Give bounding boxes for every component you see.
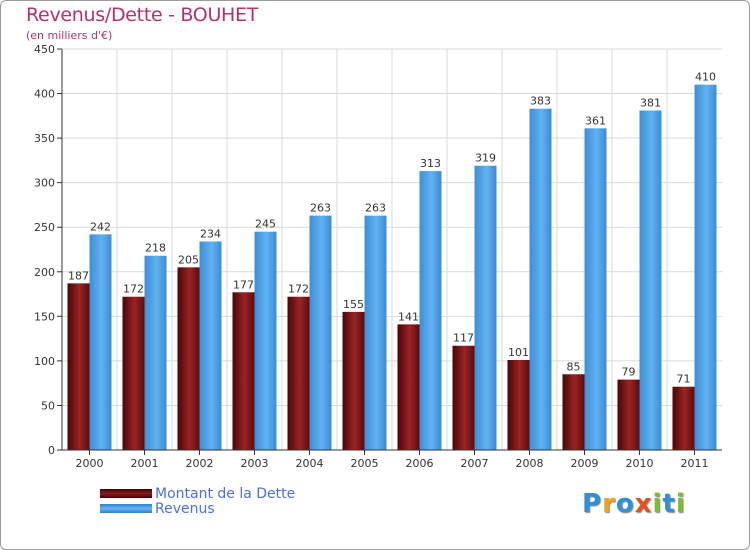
data-label: 263 xyxy=(310,202,331,215)
data-label: 205 xyxy=(178,253,199,266)
data-label: 263 xyxy=(365,202,386,215)
logo-letter: P xyxy=(582,489,603,519)
data-label: 234 xyxy=(200,227,221,240)
data-label: 172 xyxy=(288,283,309,296)
axes xyxy=(57,48,722,455)
bar-revenus xyxy=(584,128,607,450)
bar-dette xyxy=(122,296,145,450)
x-tick-label: 2000 xyxy=(76,457,104,470)
logo-letter: o xyxy=(615,489,635,519)
bar-revenus xyxy=(364,215,387,450)
data-label: 155 xyxy=(343,298,364,311)
x-tick-label: 2004 xyxy=(296,457,324,470)
bars xyxy=(67,84,717,451)
x-tick-label: 2008 xyxy=(516,457,544,470)
y-tick-label: 300 xyxy=(34,177,55,190)
chart-subtitle: (en milliers d'€) xyxy=(26,29,113,42)
x-tick-label: 2007 xyxy=(461,457,489,470)
bar-revenus xyxy=(474,165,497,451)
y-tick-label: 150 xyxy=(34,310,55,323)
bar-dette xyxy=(617,379,640,450)
bar-dette xyxy=(562,374,585,450)
bar-dette xyxy=(397,324,420,450)
x-tick-label: 2011 xyxy=(681,457,709,470)
data-label: 218 xyxy=(145,242,166,255)
bar-revenus xyxy=(639,110,662,450)
bar-revenus xyxy=(419,171,442,451)
legend-label-dette: Montant de la Dette xyxy=(155,486,296,502)
data-label: 172 xyxy=(123,283,144,296)
x-tick-label: 2003 xyxy=(241,457,269,470)
y-tick-label: 0 xyxy=(48,444,55,457)
data-label: 313 xyxy=(420,157,441,170)
data-label: 319 xyxy=(475,152,496,165)
legend-label-revenus: Revenus xyxy=(155,501,215,517)
bar-dette xyxy=(507,359,530,450)
x-tick-label: 2001 xyxy=(131,457,159,470)
y-tick-label: 200 xyxy=(34,266,55,279)
logo-letter: t xyxy=(662,489,676,519)
bar-revenus xyxy=(309,215,332,450)
legend-swatch-dette xyxy=(100,489,152,498)
bar-dette xyxy=(67,283,90,450)
logo-letter: x xyxy=(634,489,653,519)
y-tick-label: 450 xyxy=(34,43,55,56)
bar-dette xyxy=(672,386,695,450)
data-label: 242 xyxy=(90,220,111,233)
bar-dette xyxy=(177,267,200,450)
bar-revenus xyxy=(89,234,112,450)
y-tick-label: 250 xyxy=(34,221,55,234)
logo-letter: r xyxy=(602,489,616,519)
data-label: 177 xyxy=(233,278,254,291)
legend-swatch-revenus xyxy=(100,504,152,513)
data-label: 85 xyxy=(567,360,581,373)
logo-letter: i xyxy=(652,489,663,519)
bar-dette xyxy=(287,296,310,450)
x-tick-label: 2006 xyxy=(406,457,434,470)
data-label: 361 xyxy=(585,114,606,127)
bar-dette xyxy=(452,345,475,450)
x-tick-label: 2005 xyxy=(351,457,379,470)
data-label: 187 xyxy=(68,269,89,282)
data-label: 383 xyxy=(530,95,551,108)
bar-dette xyxy=(232,292,255,450)
data-label: 410 xyxy=(695,71,716,84)
x-tick-label: 2009 xyxy=(571,457,599,470)
labels: 0 50 100 150 200 250 300 350 400 450 187 242 2000 172… xyxy=(34,43,716,470)
bar-revenus xyxy=(694,84,717,451)
chart-title: Revenus/Dette - BOUHET xyxy=(26,4,259,26)
grid-lines xyxy=(62,48,722,450)
data-label: 141 xyxy=(398,310,419,323)
y-tick-label: 350 xyxy=(34,132,55,145)
data-label: 245 xyxy=(255,218,276,231)
y-tick-label: 400 xyxy=(34,88,55,101)
logo-letter: i xyxy=(675,489,686,519)
x-tick-label: 2002 xyxy=(186,457,214,470)
bar-revenus xyxy=(529,108,552,451)
data-label: 381 xyxy=(640,96,661,109)
data-label: 101 xyxy=(508,346,529,359)
data-label: 71 xyxy=(677,373,691,386)
proxiti-logo: Proxiti xyxy=(582,489,686,519)
x-tick-label: 2010 xyxy=(626,457,654,470)
bar-revenus xyxy=(199,241,222,450)
y-tick-label: 50 xyxy=(41,399,55,412)
data-label: 117 xyxy=(453,332,474,345)
bar-revenus xyxy=(254,231,277,450)
data-label: 79 xyxy=(622,366,636,379)
y-tick-label: 100 xyxy=(34,355,55,368)
bar-revenus xyxy=(144,255,167,450)
bar-dette xyxy=(342,311,365,450)
